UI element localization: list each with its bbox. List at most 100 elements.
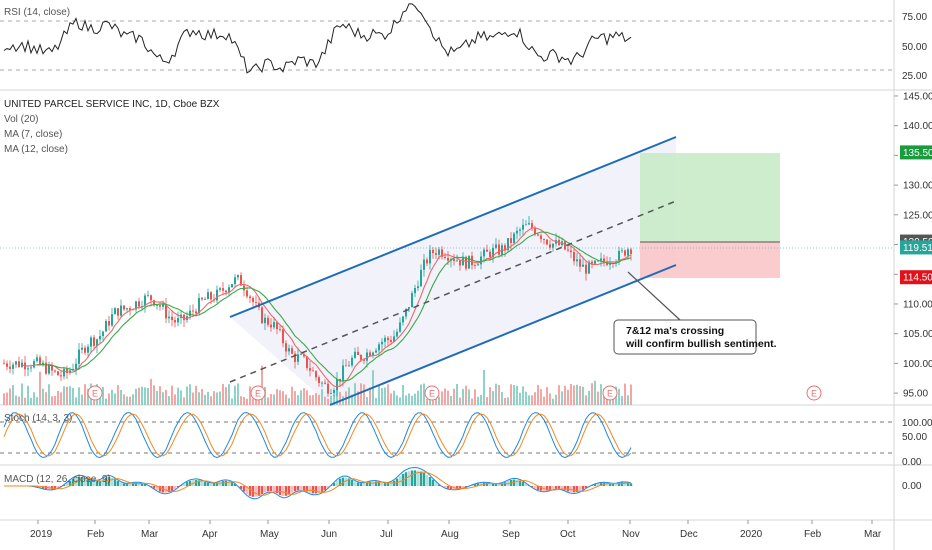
legend-vol: Vol (20) <box>4 114 38 125</box>
candle-body <box>420 269 422 287</box>
volume-bar <box>426 398 428 405</box>
volume-bar <box>534 392 536 405</box>
candle-body <box>120 305 122 316</box>
candle-body <box>210 292 212 300</box>
candle-body <box>585 264 587 274</box>
macd-bar <box>107 477 111 486</box>
macd-bar <box>53 486 57 489</box>
macd-bar <box>446 486 450 489</box>
volume-bar <box>594 380 596 405</box>
macd-bar <box>557 486 561 489</box>
volume-bar <box>138 387 140 405</box>
macd-bar <box>110 477 114 486</box>
macd-panel: MACD (12, 26, close, 9) 0.00 <box>4 466 922 500</box>
macd-bar <box>269 486 273 492</box>
volume-bar <box>162 392 164 405</box>
volume-bar <box>123 394 125 405</box>
candle-body <box>240 275 242 286</box>
macd-bar <box>155 486 159 491</box>
stoch-tick: 100.00 <box>902 418 932 429</box>
volume-bar <box>474 389 476 405</box>
earnings-marker <box>806 385 822 401</box>
candle-body <box>75 363 77 369</box>
time-tick-label: Jul <box>380 529 393 540</box>
volume-bar <box>444 388 446 405</box>
time-tick-label: Dec <box>680 529 698 540</box>
macd-bar <box>71 478 75 486</box>
volume-bar <box>393 390 395 405</box>
volume-bar <box>210 396 212 405</box>
candle-body <box>33 361 35 368</box>
candle-body <box>159 305 161 307</box>
channel-upper-line[interactable] <box>229 136 677 318</box>
channel-mid-line[interactable] <box>229 200 677 383</box>
macd-bar <box>293 486 297 492</box>
macd-bar <box>347 478 351 486</box>
macd-bar <box>206 482 210 486</box>
volume-bar <box>585 395 587 405</box>
candle-body <box>492 247 494 258</box>
macd-bar <box>494 484 498 486</box>
channel-lower-line[interactable] <box>329 264 677 406</box>
candle-body <box>540 235 542 240</box>
macd-bar <box>443 486 447 488</box>
candle-body <box>597 260 599 262</box>
volume-bar <box>117 385 119 405</box>
candle-body <box>414 287 416 294</box>
macd-bar <box>533 486 537 489</box>
candle-body <box>177 318 179 323</box>
volume-bar <box>597 391 599 405</box>
macd-bar <box>620 482 624 486</box>
macd-bar <box>521 481 525 486</box>
volume-bar <box>288 398 290 405</box>
macd-bar <box>470 485 474 486</box>
rsi-title: RSI (14, close) <box>4 7 70 18</box>
macd-bar <box>326 486 330 488</box>
candle-body <box>507 238 509 251</box>
rsi-tick: 50.00 <box>902 42 927 53</box>
volume-bar <box>81 394 83 405</box>
volume-bar <box>417 390 419 405</box>
volume-bar <box>507 397 509 405</box>
volume-bar <box>282 391 284 405</box>
candle-body <box>291 348 293 354</box>
volume-bar <box>84 384 86 405</box>
volume-bar <box>207 391 209 405</box>
macd-bar <box>413 470 417 486</box>
candle-body <box>225 290 227 293</box>
volume-bar <box>558 385 560 405</box>
macd-bar <box>398 476 402 486</box>
volume-bar <box>357 391 359 405</box>
candle-body <box>90 337 92 347</box>
candle-body <box>183 314 185 321</box>
macd-bar <box>230 482 234 486</box>
candle-body <box>474 265 476 266</box>
volume-bar <box>114 393 116 405</box>
macd-bar <box>296 486 300 491</box>
volume-bar <box>177 387 179 405</box>
candle-body <box>417 286 419 288</box>
volume-bar <box>24 397 26 405</box>
candle-body <box>516 230 518 234</box>
macd-bar <box>275 486 279 494</box>
volume-bar <box>159 386 161 405</box>
candle-body <box>363 359 365 361</box>
time-tick-label: Mar <box>141 529 159 540</box>
volume-bar <box>531 395 533 405</box>
time-axis: 2019 Feb Mar Apr May Jun Jul Aug Sep Oct Nov Dec 202… <box>30 520 882 540</box>
volume-bar <box>555 394 557 405</box>
volume-bar <box>315 393 317 405</box>
macd-bar <box>560 486 564 490</box>
candle-body <box>513 233 515 243</box>
candle-body <box>390 340 392 342</box>
macd-bar <box>608 483 612 486</box>
candle-body <box>84 347 86 353</box>
volume-bar <box>33 392 35 405</box>
volume-bar <box>360 383 362 405</box>
volume-bar <box>375 398 377 405</box>
candle-body <box>459 260 461 266</box>
volume-bar <box>120 389 122 405</box>
volume-bar <box>450 396 452 405</box>
time-tick-label: Aug <box>441 529 459 540</box>
